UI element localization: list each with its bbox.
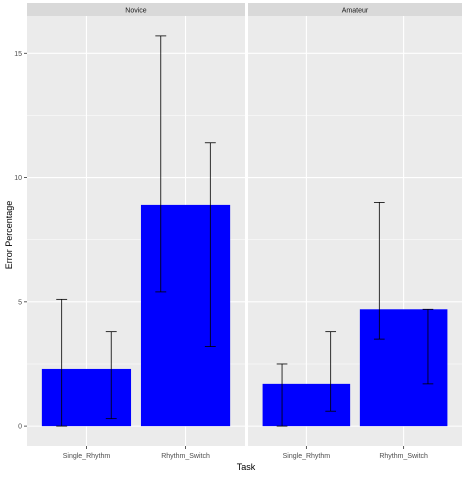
x-axis-title: Task <box>237 462 256 472</box>
bar-single-rhythm <box>262 383 351 427</box>
error-bar <box>105 331 117 420</box>
error-bar <box>56 298 68 427</box>
y-tick-label: 15 <box>14 51 22 58</box>
y-tick-label: 0 <box>18 424 22 431</box>
error-bar <box>325 331 337 412</box>
error-bar <box>204 142 216 347</box>
bar-rhythm-switch <box>359 309 448 427</box>
panels-layer: Novice Single_Rhythm Rhythm_Switch Amateur S… <box>14 3 462 460</box>
y-axis-title: Error Percentage <box>4 201 14 270</box>
bar-rhythm-switch <box>140 204 231 427</box>
facet-strip-label: Amateur <box>342 8 369 15</box>
facet-strip-label: Novice <box>125 8 147 15</box>
error-bar <box>276 363 288 427</box>
axis-layer: Error Percentage Task <box>4 201 256 472</box>
panel-novice: Novice Single_Rhythm Rhythm_Switch <box>27 3 245 460</box>
y-tick-label: 10 <box>14 175 22 182</box>
error-bar <box>422 308 434 385</box>
facet-strip <box>248 3 462 16</box>
facet-strip <box>27 3 245 16</box>
error-bar <box>155 35 167 293</box>
error-bar <box>373 202 385 340</box>
y-tick-label: 5 <box>18 299 22 306</box>
x-tick-label: Rhythm_Switch <box>161 453 210 460</box>
panel-amateur: Amateur Single_Rhythm Rhythm_Switch <box>248 3 462 460</box>
x-tick-label: Single_Rhythm <box>63 453 111 460</box>
x-tick-label: Single_Rhythm <box>283 453 331 460</box>
x-tick-label: Rhythm_Switch <box>379 453 428 460</box>
bar-single-rhythm <box>41 368 132 427</box>
